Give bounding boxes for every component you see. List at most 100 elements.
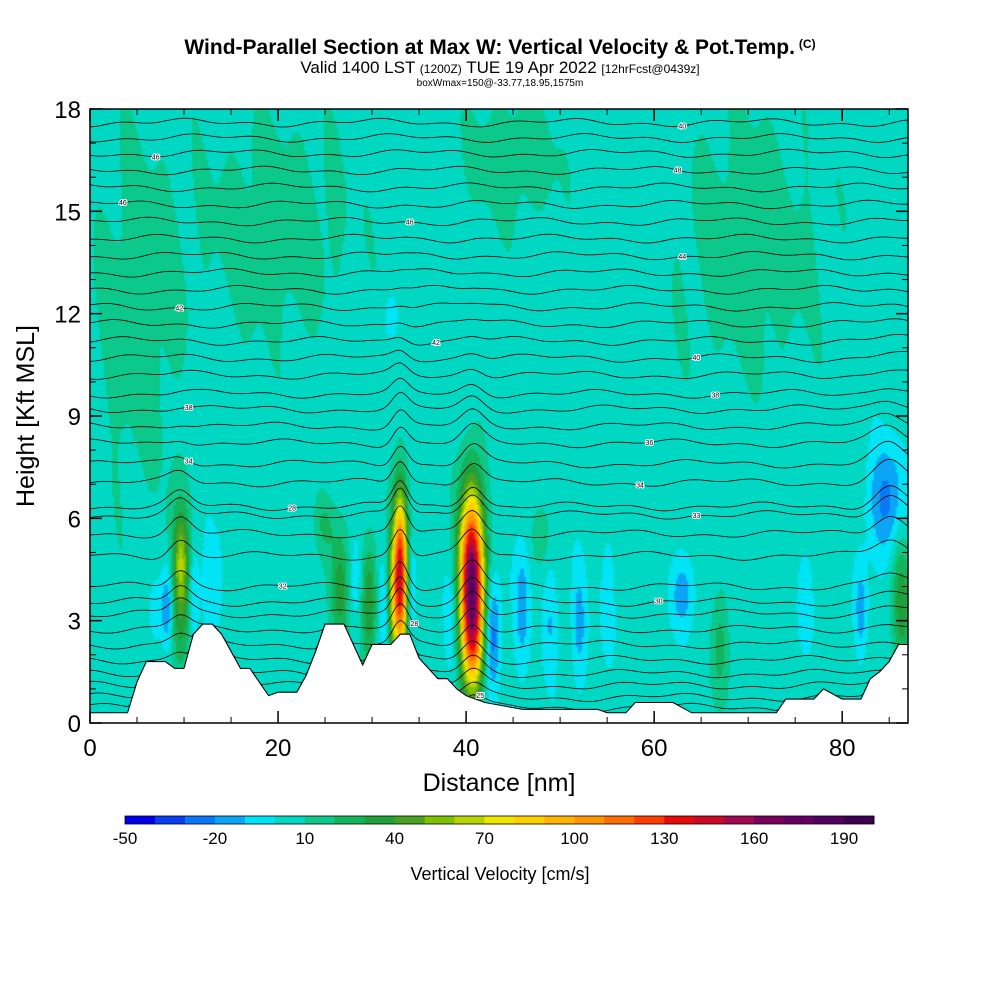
x-tick-label: 40 bbox=[453, 735, 480, 762]
colorbar-frame bbox=[124, 815, 875, 825]
theta-contour-31 bbox=[90, 182, 908, 193]
theta-contour-22 bbox=[90, 333, 908, 346]
theta-contour-label: 30 bbox=[655, 599, 663, 606]
colorbar-swatch bbox=[394, 816, 425, 824]
theta-contour-23 bbox=[90, 318, 908, 329]
x-tick-label: 20 bbox=[265, 735, 292, 762]
y-tick-label: 6 bbox=[68, 506, 81, 533]
y-tick-label: 12 bbox=[54, 302, 81, 329]
colorbar-swatch bbox=[125, 816, 156, 824]
theta-contour-8 bbox=[90, 576, 908, 607]
theta-contour-9 bbox=[90, 559, 908, 592]
x-axis-title: Distance [nm] bbox=[423, 769, 576, 797]
x-tick-label: 60 bbox=[641, 735, 668, 762]
colorbar: -50 -20 10 40 70 100 130 160 190 bbox=[113, 815, 875, 848]
colorbar-swatch bbox=[574, 816, 605, 824]
theta-contour-label: 46 bbox=[119, 200, 127, 207]
colorbar-swatch bbox=[244, 816, 276, 824]
x-tick-label: 0 bbox=[83, 735, 96, 762]
theta-contour-label: 32 bbox=[279, 583, 287, 590]
colorbar-tick-label: 130 bbox=[650, 829, 678, 848]
colorbar-title: Vertical Velocity [cm/s] bbox=[410, 864, 589, 884]
utc-time: (1200Z) bbox=[419, 62, 462, 76]
colorbar-swatch bbox=[694, 816, 725, 824]
colorbar-swatch bbox=[454, 816, 485, 824]
theta-contour-label: 34 bbox=[636, 483, 644, 490]
theta-contour-30 bbox=[90, 199, 908, 210]
contour-labels: 25 28 30 32 33 28 34 34 36 38 38 40 42 42 44 46 46 48 46 40 bbox=[118, 123, 720, 702]
theta-contour-label: 48 bbox=[674, 168, 682, 175]
chart-title: Wind-Parallel Section at Max W: Vertical… bbox=[0, 36, 1000, 60]
x-tick-label: 80 bbox=[829, 735, 856, 762]
theta-contour-label: 25 bbox=[476, 693, 484, 700]
colorbar-tick-label: 160 bbox=[740, 829, 768, 848]
theta-contour-28 bbox=[90, 233, 908, 244]
colorbar-swatch bbox=[514, 816, 545, 824]
theta-contour-label: 28 bbox=[288, 506, 296, 513]
box-wmax-info: boxWmax=150@-33.77,18.95,1575m bbox=[416, 78, 584, 89]
valid-date: TUE 19 Apr 2022 bbox=[466, 58, 597, 77]
theta-contour-5 bbox=[90, 620, 908, 650]
colorbar-swatch bbox=[844, 816, 875, 824]
colorbar-swatch bbox=[334, 816, 366, 824]
colorbar-swatch bbox=[634, 816, 665, 824]
theta-contour-29 bbox=[90, 216, 908, 227]
colorbar-tick-label: -50 bbox=[113, 829, 138, 848]
theta-contour-18 bbox=[90, 392, 908, 414]
terrain bbox=[90, 623, 908, 723]
colorbar-swatch bbox=[784, 816, 815, 824]
theta-contour-label: 38 bbox=[711, 392, 719, 399]
theta-contour-15 bbox=[90, 440, 908, 469]
theta-contour-label: 36 bbox=[646, 440, 654, 447]
colorbar-swatch bbox=[424, 816, 455, 824]
colorbar-swatch bbox=[814, 816, 845, 824]
vertical-velocity-field bbox=[90, 109, 908, 723]
colorbar-swatch bbox=[664, 816, 695, 824]
y-tick-label: 15 bbox=[54, 199, 81, 226]
theta-contour-label: 44 bbox=[678, 254, 686, 261]
colorbar-swatch bbox=[214, 816, 246, 824]
y-axis-title: Height [Kft MSL] bbox=[12, 325, 40, 507]
chart-title-text: Wind-Parallel Section at Max W: Vertical… bbox=[184, 36, 795, 59]
theta-contour-16 bbox=[90, 422, 908, 449]
colorbar-swatch bbox=[544, 816, 575, 824]
colorbar-tick-label: 10 bbox=[295, 829, 314, 848]
theta-contour-label: 40 bbox=[678, 124, 686, 131]
theta-contour-13 bbox=[90, 480, 908, 512]
theta-contour-10 bbox=[90, 528, 908, 561]
theta-contour-17 bbox=[90, 408, 908, 431]
theta-contour-label: 42 bbox=[432, 340, 440, 347]
theta-contour-26 bbox=[90, 268, 908, 278]
theta-contour-24 bbox=[90, 302, 908, 312]
theta-contour-label: 38 bbox=[185, 405, 193, 412]
colorbar-swatch bbox=[274, 816, 306, 824]
theta-contour-12 bbox=[90, 487, 908, 520]
theta-contour-35 bbox=[90, 117, 908, 128]
theta-contour-6 bbox=[90, 603, 908, 634]
forecast-info: [12hrFcst@0439z] bbox=[601, 62, 700, 76]
theta-contour-34 bbox=[90, 133, 908, 143]
theta-contour-25 bbox=[90, 284, 908, 295]
theta-contour-19 bbox=[90, 377, 908, 399]
theta-contour-label: 46 bbox=[406, 219, 414, 226]
colorbar-tick-label: -20 bbox=[203, 829, 228, 848]
colorbar-tick-label: 40 bbox=[385, 829, 404, 848]
theta-contour-21 bbox=[90, 349, 908, 363]
colorbar-swatch bbox=[364, 816, 396, 824]
theta-contour-label: 33 bbox=[693, 513, 701, 520]
theta-contour-27 bbox=[90, 251, 908, 261]
y-tick-label: 0 bbox=[68, 711, 81, 738]
colorbar-swatch bbox=[604, 816, 635, 824]
theta-contour-label: 34 bbox=[185, 459, 193, 466]
colorbar-swatch bbox=[304, 816, 336, 824]
valid-time: Valid 1400 LST bbox=[300, 58, 416, 77]
colorbar-tick-label: 190 bbox=[830, 829, 858, 848]
colorbar-swatch bbox=[154, 816, 186, 824]
y-tick-label: 18 bbox=[54, 97, 81, 124]
colorbar-swatch bbox=[724, 816, 755, 824]
theta-contour-20 bbox=[90, 362, 908, 380]
theta-contour-label: 28 bbox=[411, 621, 419, 628]
theta-contour-11 bbox=[90, 505, 908, 539]
